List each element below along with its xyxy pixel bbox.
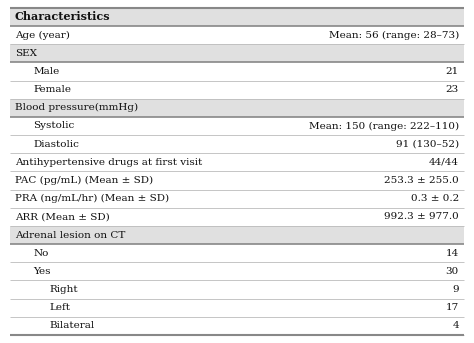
- Bar: [10, 99, 464, 117]
- Bar: [10, 81, 464, 99]
- Text: PRA (ng/mL/hr) (Mean ± SD): PRA (ng/mL/hr) (Mean ± SD): [15, 194, 169, 203]
- Text: Female: Female: [33, 85, 71, 94]
- Text: Mean: 150 (range: 222–110): Mean: 150 (range: 222–110): [309, 121, 459, 131]
- Bar: [10, 172, 464, 190]
- Bar: [10, 208, 464, 226]
- Text: Mean: 56 (range: 28–73): Mean: 56 (range: 28–73): [329, 31, 459, 40]
- Text: 44/44: 44/44: [429, 158, 459, 167]
- Text: 14: 14: [446, 249, 459, 258]
- Text: Bilateral: Bilateral: [49, 321, 94, 330]
- Text: 0.3 ± 0.2: 0.3 ± 0.2: [411, 194, 459, 203]
- Bar: [10, 317, 464, 335]
- Bar: [10, 117, 464, 135]
- Text: Yes: Yes: [33, 267, 51, 276]
- Text: 91 (130–52): 91 (130–52): [396, 140, 459, 149]
- Text: 30: 30: [446, 267, 459, 276]
- Bar: [10, 190, 464, 208]
- Text: 23: 23: [446, 85, 459, 94]
- Bar: [10, 62, 464, 81]
- Bar: [10, 262, 464, 281]
- Bar: [10, 281, 464, 299]
- Text: Diastolic: Diastolic: [33, 140, 79, 149]
- Text: Age (year): Age (year): [15, 31, 70, 40]
- Bar: [10, 44, 464, 62]
- Text: PAC (pg/mL) (Mean ± SD): PAC (pg/mL) (Mean ± SD): [15, 176, 153, 185]
- Text: Antihypertensive drugs at first visit: Antihypertensive drugs at first visit: [15, 158, 202, 167]
- Text: No: No: [33, 249, 48, 258]
- Text: 253.3 ± 255.0: 253.3 ± 255.0: [384, 176, 459, 185]
- Bar: [10, 26, 464, 44]
- Text: 9: 9: [452, 285, 459, 294]
- Text: Systolic: Systolic: [33, 121, 74, 130]
- Text: Right: Right: [49, 285, 78, 294]
- Text: 992.3 ± 977.0: 992.3 ± 977.0: [384, 212, 459, 221]
- Text: Left: Left: [49, 303, 70, 312]
- Bar: [10, 244, 464, 262]
- Text: 17: 17: [446, 303, 459, 312]
- Text: Male: Male: [33, 67, 59, 76]
- Text: 4: 4: [452, 321, 459, 330]
- Bar: [10, 299, 464, 317]
- Bar: [10, 226, 464, 244]
- Bar: [10, 135, 464, 153]
- Text: Adrenal lesion on CT: Adrenal lesion on CT: [15, 230, 126, 239]
- Text: SEX: SEX: [15, 49, 37, 58]
- Text: Characteristics: Characteristics: [15, 12, 110, 23]
- Bar: [10, 153, 464, 172]
- Bar: [10, 8, 464, 26]
- Text: 21: 21: [446, 67, 459, 76]
- Text: Blood pressure(mmHg): Blood pressure(mmHg): [15, 103, 138, 113]
- Text: ARR (Mean ± SD): ARR (Mean ± SD): [15, 212, 110, 221]
